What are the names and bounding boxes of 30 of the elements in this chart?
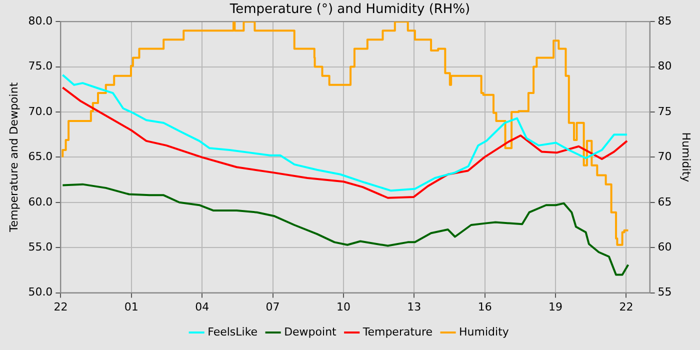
legend-label: Humidity (459, 325, 510, 338)
legend-label: Temperature (362, 325, 433, 338)
y2-axis-title: Humidity (680, 132, 693, 183)
legend-label: FeelsLike (208, 325, 258, 338)
y-tick-label: 65.0 (28, 150, 53, 164)
x-tick-label: 04 (195, 300, 210, 314)
y2-tick-label: 80 (658, 60, 672, 73)
x-tick-label: 16 (478, 300, 492, 314)
y2-tick-label: 65 (658, 195, 672, 208)
y2-tick-label: 85 (658, 14, 672, 28)
x-tick-label: 01 (124, 300, 138, 314)
y-tick-label: 75.0 (28, 60, 53, 73)
y2-tick-label: 55 (658, 286, 672, 299)
legend-label: Dewpoint (284, 325, 338, 338)
y-tick-label: 60.0 (28, 195, 53, 208)
x-tick-label: 22 (619, 300, 634, 314)
x-tick-label: 22 (54, 300, 68, 314)
y2-tick-label: 70 (658, 150, 672, 164)
y-tick-label: 50.0 (28, 286, 53, 299)
y2-tick-label: 75 (658, 104, 672, 118)
chart-title: Temperature (°) and Humidity (RH%) (228, 2, 470, 18)
x-tick-label: 19 (548, 300, 563, 314)
y-axis-title: Temperature and Dewpoint (7, 82, 20, 234)
x-tick-label: 13 (407, 300, 422, 314)
x-tick-label: 07 (266, 300, 280, 314)
y-tick-label: 70.0 (28, 104, 53, 118)
x-tick-label: 10 (336, 300, 350, 314)
y-tick-label: 55.0 (28, 240, 53, 254)
y-tick-label: 80.0 (28, 14, 53, 28)
y2-tick-label: 60 (658, 240, 672, 254)
